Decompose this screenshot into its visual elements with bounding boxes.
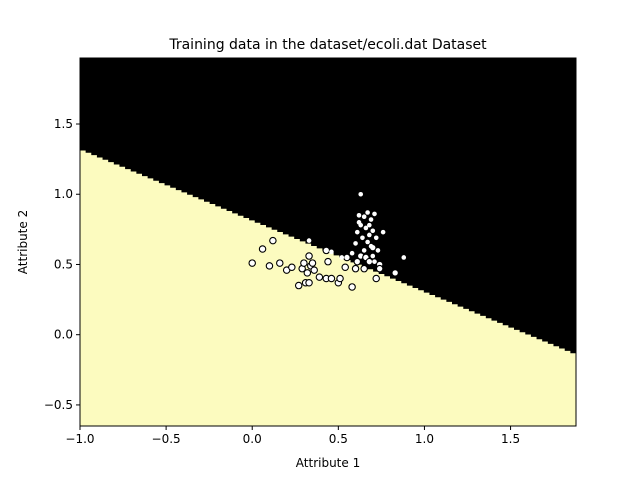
data-point-open: [308, 259, 317, 267]
y-tick-label: 0.5: [54, 257, 73, 271]
data-point-open: [391, 269, 399, 277]
region-lower: [80, 150, 576, 426]
data-point-solid: [365, 239, 370, 245]
data-point-solid: [356, 213, 362, 218]
data-point-open: [315, 273, 324, 281]
data-point-solid: [339, 255, 345, 260]
data-point-open: [305, 252, 313, 260]
data-point-solid: [372, 259, 377, 264]
data-point-open: [300, 259, 308, 267]
data-point-open: [303, 269, 312, 277]
data-point-open: [351, 264, 360, 273]
chart-title: Training data in the dataset/ecoli.dat D…: [168, 37, 487, 53]
data-point-solid: [380, 229, 386, 235]
data-point-solid: [349, 250, 355, 256]
data-point-open: [372, 274, 380, 283]
x-tick-label: −0.5: [152, 432, 181, 446]
data-point-solid: [358, 222, 364, 228]
y-tick-label: 1.0: [54, 187, 73, 201]
data-point-open: [322, 246, 331, 255]
data-point-solid: [373, 235, 379, 241]
data-point-open: [343, 253, 351, 262]
data-point-solid: [370, 228, 376, 234]
x-tick-label: 1.0: [415, 432, 434, 446]
data-point-solid: [370, 253, 376, 259]
data-point-open: [336, 274, 344, 283]
data-point-open: [324, 257, 332, 266]
data-point-open: [269, 236, 277, 245]
data-point-open: [348, 283, 356, 291]
data-point-open: [327, 274, 336, 283]
data-point-open: [360, 264, 368, 273]
data-point-solid: [354, 229, 360, 235]
data-point-solid: [329, 249, 334, 255]
y-tick-label: 0.0: [54, 328, 73, 342]
data-point-open: [365, 257, 374, 266]
data-point-open: [353, 257, 362, 266]
plot-area: [80, 58, 576, 426]
x-axis-label: Attribute 1: [296, 456, 360, 470]
data-point-solid: [306, 238, 312, 243]
data-point-open: [294, 281, 303, 290]
data-point-open: [341, 263, 349, 272]
data-point-open: [310, 266, 318, 274]
data-point-solid: [372, 211, 377, 217]
data-point-solid: [401, 255, 407, 260]
y-axis: −0.5 0.0 0.5 1.0 1.5: [44, 117, 80, 412]
data-point-open: [305, 278, 313, 287]
y-tick-label: 1.5: [54, 117, 73, 131]
data-point-solid: [367, 222, 372, 228]
data-point-open: [276, 259, 284, 267]
x-axis: −1.0 −0.5 0.0 0.5 1.0 1.5: [65, 426, 520, 446]
data-point-solid: [368, 243, 374, 249]
data-point-open: [288, 263, 296, 272]
data-point-open: [248, 259, 256, 267]
data-point-solid: [361, 248, 367, 253]
data-points: [248, 191, 407, 291]
data-point-solid: [375, 248, 381, 253]
x-tick-label: 0.5: [329, 432, 348, 446]
data-point-solid: [353, 241, 358, 246]
x-tick-label: 1.5: [501, 432, 520, 446]
x-tick-label: −1.0: [65, 432, 94, 446]
data-point-open: [375, 264, 384, 273]
x-tick-label: 0.0: [243, 432, 262, 446]
plot-frame: [79, 57, 577, 427]
data-point-open: [258, 245, 267, 253]
data-point-solid: [363, 225, 369, 231]
y-tick-label: −0.5: [44, 398, 73, 412]
data-point-solid: [361, 214, 367, 220]
data-point-open: [265, 262, 274, 270]
data-point-solid: [367, 232, 372, 238]
data-point-solid: [365, 210, 370, 215]
decision-regions: [80, 58, 576, 426]
data-point-solid: [368, 217, 374, 222]
data-point-solid: [358, 191, 364, 197]
data-point-solid: [360, 235, 365, 241]
y-axis-label: Attribute 2: [16, 210, 30, 274]
